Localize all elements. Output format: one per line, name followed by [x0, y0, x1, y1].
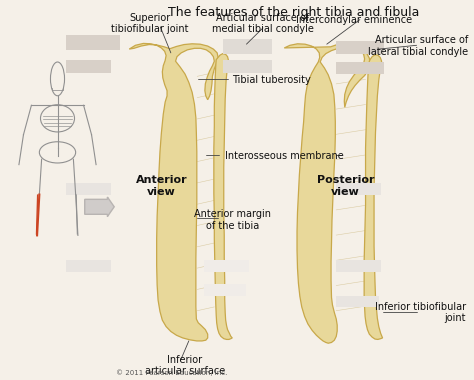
Text: The features of the right tibia and fibula: The features of the right tibia and fibu… — [168, 6, 419, 19]
Text: Articular surface of
lateral tibial condyle: Articular surface of lateral tibial cond… — [368, 35, 469, 57]
Polygon shape — [284, 44, 370, 343]
Bar — [66, 60, 111, 73]
Bar — [336, 41, 383, 54]
Bar — [223, 39, 273, 54]
Text: Inferior
articular surface: Inferior articular surface — [145, 355, 225, 376]
Text: Anterior
view: Anterior view — [136, 175, 187, 197]
Bar — [204, 284, 246, 296]
Text: Inferior tibiofibular
joint: Inferior tibiofibular joint — [375, 302, 466, 323]
Text: Posterior
view: Posterior view — [317, 175, 374, 197]
Bar — [204, 260, 249, 272]
Polygon shape — [364, 55, 383, 339]
Polygon shape — [129, 43, 218, 341]
Text: © 2011 Pearson Education, Inc.: © 2011 Pearson Education, Inc. — [117, 369, 228, 376]
Text: Anterior margin
of the tibia: Anterior margin of the tibia — [194, 209, 271, 231]
Polygon shape — [214, 54, 232, 339]
Bar — [336, 62, 383, 74]
Bar — [66, 35, 120, 50]
Bar — [66, 260, 111, 272]
Text: Articular surface of
medial tibial condyle: Articular surface of medial tibial condy… — [212, 13, 314, 34]
Bar — [336, 260, 381, 272]
Bar — [66, 183, 111, 195]
Text: Interosseous membrane: Interosseous membrane — [225, 151, 344, 161]
Bar — [336, 183, 381, 195]
Bar — [223, 60, 273, 73]
Bar — [336, 296, 379, 307]
Text: Intercondylar eminence: Intercondylar eminence — [296, 14, 412, 25]
Text: Tibial tuberosity: Tibial tuberosity — [232, 75, 311, 85]
Text: Superior
tibiofibular joint: Superior tibiofibular joint — [111, 13, 188, 34]
